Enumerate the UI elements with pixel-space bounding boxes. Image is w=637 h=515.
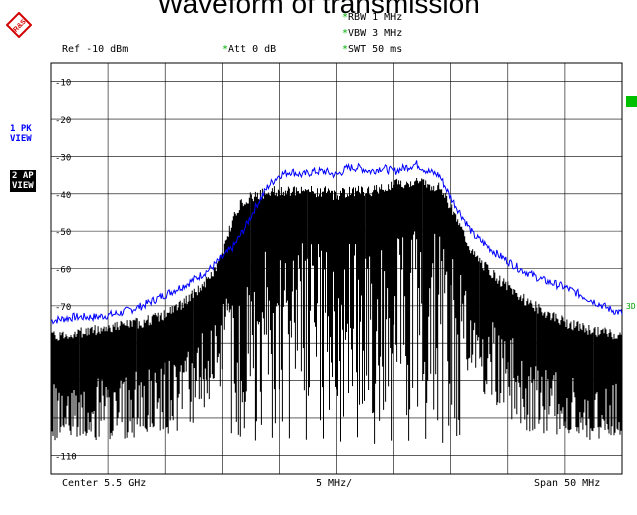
att-value: Att 0 dB bbox=[228, 44, 277, 55]
y-tick-label: -110 bbox=[55, 452, 77, 462]
rohde-schwarz-logo: R&S bbox=[6, 12, 32, 38]
y-tick-label: -60 bbox=[55, 266, 71, 276]
y-tick-label: -50 bbox=[55, 228, 71, 238]
y-tick-label: -40 bbox=[55, 191, 71, 201]
y-tick-label: -20 bbox=[55, 116, 71, 126]
swt-value: SWT 50 ms bbox=[348, 44, 403, 55]
trace2-view: VIEW bbox=[12, 181, 34, 191]
vbw-value: VBW 3 MHz bbox=[348, 28, 403, 39]
y-tick-label: -30 bbox=[55, 153, 71, 163]
att-label: *Att 0 dB bbox=[222, 44, 276, 55]
trace-1-peak bbox=[50, 160, 623, 325]
trace1-view: VIEW bbox=[10, 134, 32, 144]
trace2-mode: 2 AP bbox=[12, 171, 34, 181]
trace-2-average bbox=[50, 178, 623, 444]
traces bbox=[50, 160, 623, 444]
att-star: * bbox=[222, 44, 229, 55]
center-frequency-label: Center 5.5 GHz bbox=[62, 478, 147, 489]
vbw-label: *VBW 3 MHz bbox=[342, 28, 402, 39]
division-label: 5 MHz/ bbox=[316, 478, 353, 489]
trace1-label: 1 PK VIEW bbox=[10, 124, 32, 144]
y-tick-labels: -10 -20 -30 -40 -50 -60 -70 -110 bbox=[55, 79, 77, 463]
marker-3-label: 3D bbox=[626, 302, 636, 311]
y-tick-label: -10 bbox=[55, 79, 71, 89]
y-tick-label: -70 bbox=[55, 303, 71, 313]
chart-title: Waveform of transmission bbox=[157, 0, 480, 19]
trace1-mode: 1 PK bbox=[10, 124, 32, 134]
marker-1-indicator bbox=[626, 96, 637, 107]
rbw-value: RBW 1 MHz bbox=[348, 12, 403, 23]
swt-star: * bbox=[342, 44, 349, 55]
swt-label: *SWT 50 ms bbox=[342, 44, 402, 55]
rbw-star: * bbox=[342, 12, 349, 23]
vbw-star: * bbox=[342, 28, 349, 39]
ref-level-label: Ref -10 dBm bbox=[62, 44, 129, 55]
rbw-label: *RBW 1 MHz bbox=[342, 12, 402, 23]
span-label: Span 50 MHz bbox=[534, 478, 601, 489]
trace2-label: 2 AP VIEW bbox=[10, 170, 36, 192]
